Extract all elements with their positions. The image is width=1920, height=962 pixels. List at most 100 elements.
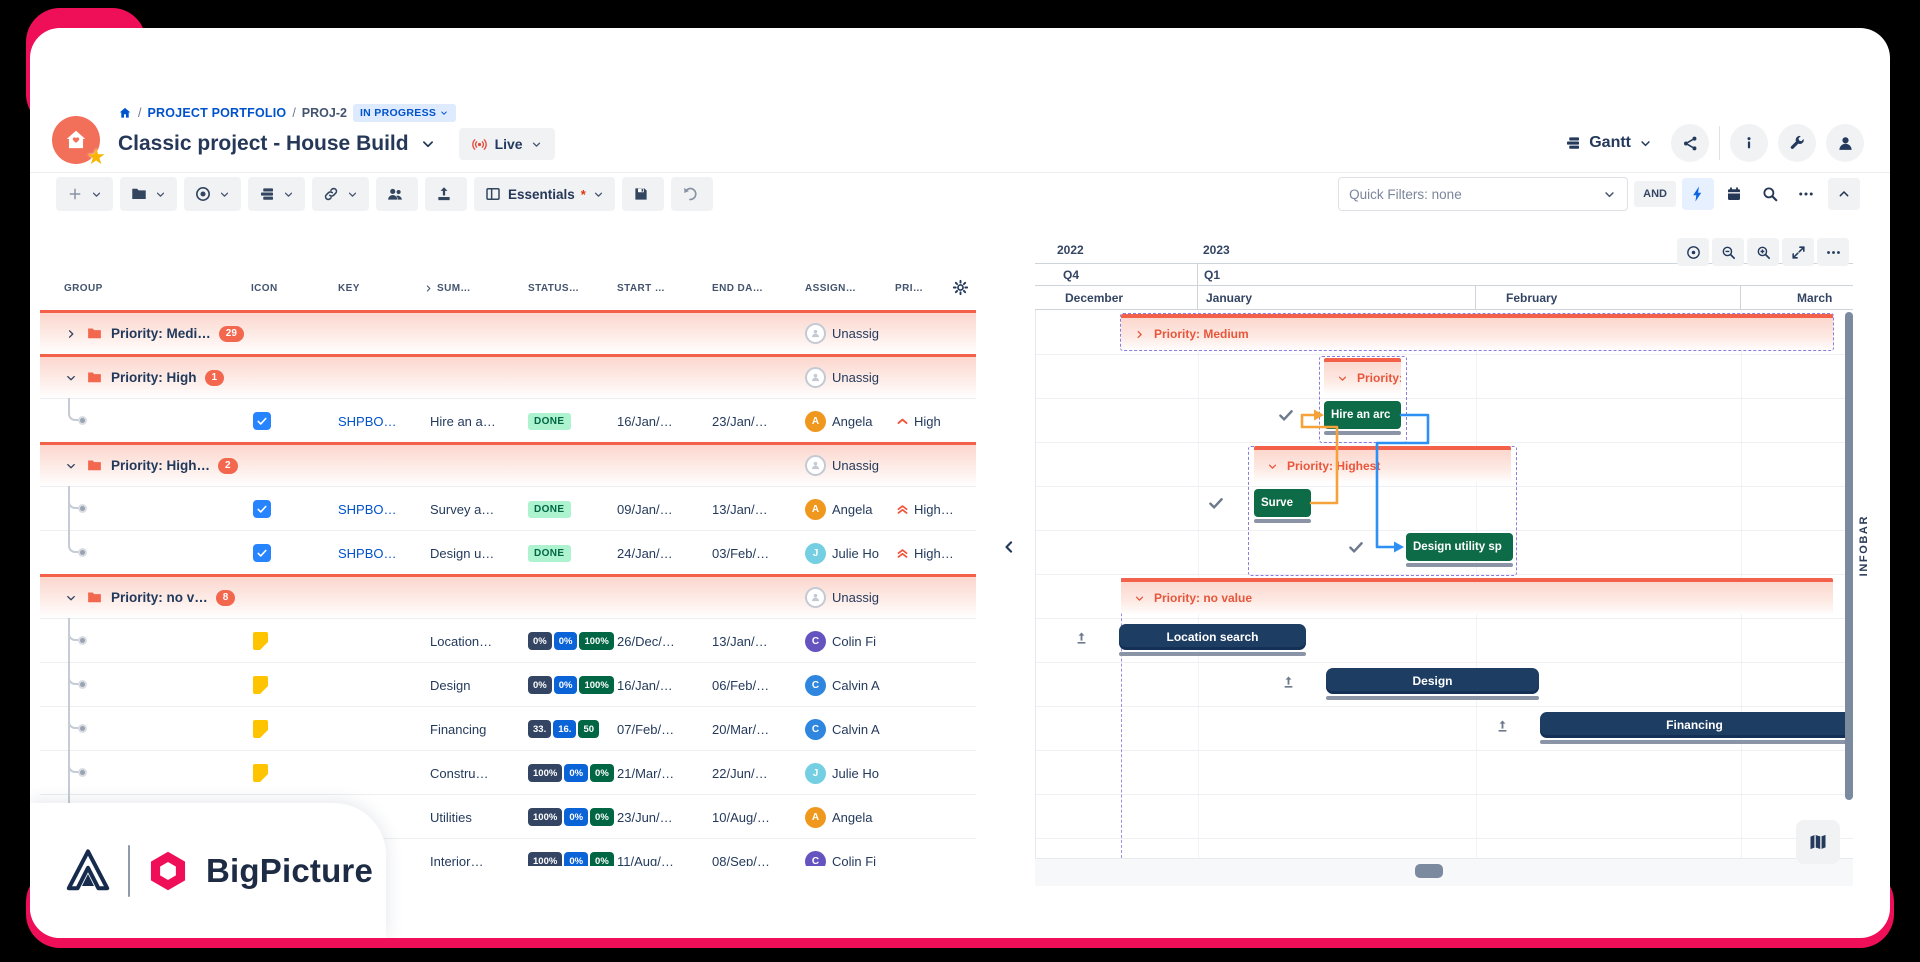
toolbar-dependencies-button[interactable] — [312, 177, 369, 211]
gantt-task-bar[interactable]: Design utility sp — [1406, 533, 1513, 561]
table-group-row[interactable]: Priority: High… 2 Unassig — [40, 442, 976, 486]
table-group-row[interactable]: Priority: High 1 Unassig — [40, 354, 976, 398]
end-date-cell[interactable]: 06/Feb/… — [712, 677, 770, 693]
toolbar-add-button[interactable] — [56, 177, 113, 211]
project-avatar[interactable]: ★ — [52, 116, 106, 169]
table-header-group[interactable]: GROUP — [64, 283, 103, 294]
gantt-group-bar[interactable]: Priority: Highest — [1254, 446, 1511, 482]
toolbar-undo-button[interactable] — [670, 177, 713, 211]
table-group-row[interactable]: Priority: no v… 8 Unassig — [40, 574, 976, 618]
table-header-status[interactable]: STATUS… — [528, 283, 580, 294]
table-header-icon[interactable]: ICON — [251, 283, 278, 294]
issue-key-link[interactable]: SHPBO… — [338, 501, 397, 517]
panel-collapse-button[interactable] — [996, 534, 1022, 560]
gantt-body[interactable]: Priority: Medium Priority: Hire an arc Prio… — [1035, 310, 1853, 858]
table-task-row[interactable]: Location… 0% 0% 100% 26/Dec/… 13/Jan/… C Colin … — [40, 618, 976, 663]
table-group-row[interactable]: Priority: Medi… 29 Unassig — [40, 310, 976, 354]
breadcrumb-item[interactable]: PROJ-2 — [301, 106, 347, 120]
favorite-star-icon[interactable]: ★ — [86, 144, 106, 169]
start-date-cell[interactable]: 09/Jan/… — [617, 501, 673, 517]
summary-cell[interactable]: Financing — [430, 721, 487, 737]
infobar-tab[interactable]: INFOBAR — [1858, 515, 1870, 577]
toolbar-visibility-button[interactable] — [184, 177, 241, 211]
settings-wrench-button[interactable] — [1778, 124, 1816, 162]
start-date-cell[interactable]: 23/Jun/… — [617, 809, 673, 825]
toolbar-export-button[interactable] — [425, 177, 467, 211]
table-settings-gear-button[interactable] — [952, 279, 969, 296]
end-date-cell[interactable]: 23/Jan/… — [712, 413, 768, 429]
end-date-cell[interactable]: 13/Jan/… — [712, 633, 768, 649]
toolbar-open-button[interactable] — [120, 177, 177, 211]
chevron-down-icon[interactable] — [64, 591, 78, 605]
start-date-cell[interactable]: 21/Mar/… — [617, 765, 675, 781]
profile-button[interactable] — [1826, 124, 1864, 162]
status-badge[interactable]: IN PROGRESS — [352, 104, 457, 122]
gantt-group-bar[interactable]: Priority: — [1324, 358, 1401, 394]
end-date-cell[interactable]: 22/Jun/… — [712, 765, 768, 781]
end-date-cell[interactable]: 10/Aug/… — [712, 809, 770, 825]
issue-key-link[interactable]: SHPBO… — [338, 545, 397, 561]
export-arrow-icon[interactable] — [1280, 674, 1297, 691]
title-chevron-down-icon[interactable] — [419, 135, 437, 153]
share-button[interactable] — [1671, 124, 1709, 162]
summary-cell[interactable]: Design — [430, 677, 471, 693]
end-date-cell[interactable]: 13/Jan/… — [712, 501, 768, 517]
table-header-start[interactable]: START … — [617, 283, 666, 294]
gantt-task-bar[interactable]: Location search — [1119, 624, 1306, 650]
vertical-scrollbar-thumb[interactable] — [1845, 312, 1853, 800]
start-date-cell[interactable]: 16/Jan/… — [617, 413, 673, 429]
end-date-cell[interactable]: 03/Feb/… — [712, 545, 770, 561]
gantt-focus-today-button[interactable] — [1677, 238, 1709, 266]
toolbar-save-button[interactable] — [621, 177, 664, 211]
home-icon[interactable] — [118, 106, 132, 120]
table-task-row[interactable]: Design 0% 0% 100% 16/Jan/… 06/Feb/… C Calvin A — [40, 662, 976, 707]
gantt-task-bar[interactable]: Hire an arc — [1324, 401, 1401, 429]
and-operator-chip[interactable]: AND — [1634, 181, 1676, 207]
end-date-cell[interactable]: 08/Sep/… — [712, 853, 770, 867]
toolbar-more-button[interactable] — [1790, 178, 1822, 210]
chevron-down-icon[interactable] — [64, 371, 78, 385]
breadcrumb-portfolio-link[interactable]: PROJECT PORTFOLIO — [147, 106, 287, 120]
live-button[interactable]: Live — [458, 128, 555, 160]
chevron-down-icon[interactable] — [64, 459, 78, 473]
gantt-zoom-out-button[interactable] — [1712, 238, 1744, 266]
table-header-end[interactable]: END DA… — [712, 283, 764, 294]
chevron-right-icon[interactable] — [64, 327, 78, 341]
toolbar-resources-button[interactable] — [376, 177, 418, 211]
gantt-group-bar[interactable]: Priority: Medium — [1120, 313, 1834, 351]
horizontal-scrollbar-thumb[interactable] — [1415, 864, 1443, 878]
table-task-row[interactable]: Financing 33. 16. 50 07/Feb/… 20/Mar/… C Calvin… — [40, 706, 976, 751]
summary-cell[interactable]: Constru… — [430, 765, 489, 781]
table-task-row[interactable]: SHPBO… Hire an a… DONE 16/Jan/… 23/Jan/… A Ang… — [40, 398, 976, 442]
info-button[interactable] — [1730, 124, 1768, 162]
gantt-fullscreen-button[interactable] — [1782, 238, 1814, 266]
summary-cell[interactable]: Hire an a… — [430, 413, 496, 429]
summary-cell[interactable]: Location… — [430, 633, 493, 649]
toolbar-structure-button[interactable] — [248, 177, 305, 211]
toolbar-highlight-button[interactable] — [1682, 178, 1714, 210]
toolbar-search-button[interactable] — [1754, 178, 1786, 210]
gantt-group-bar[interactable]: Priority: no value — [1121, 578, 1833, 614]
table-header-assign[interactable]: ASSIGN… — [805, 283, 857, 294]
start-date-cell[interactable]: 07/Feb/… — [617, 721, 675, 737]
table-task-row[interactable]: SHPBO… Design u… DONE 24/Jan/… 03/Feb/… J Juli… — [40, 530, 976, 574]
collapse-toolbar-button[interactable] — [1828, 178, 1860, 210]
gantt-task-bar[interactable]: Surve — [1254, 489, 1311, 517]
gantt-more-gantt-button[interactable] — [1817, 238, 1849, 266]
start-date-cell[interactable]: 24/Jan/… — [617, 545, 673, 561]
table-header-pri[interactable]: PRI… — [895, 283, 924, 294]
gantt-task-bar[interactable]: Design — [1326, 668, 1539, 694]
table-header-key[interactable]: KEY — [338, 283, 360, 294]
table-task-row[interactable]: Constru… 100% 0% 0% 21/Mar/… 22/Jun/… J Julie H… — [40, 750, 976, 795]
summary-cell[interactable]: Interior… — [430, 853, 484, 867]
issue-key-link[interactable]: SHPBO… — [338, 413, 397, 429]
view-selector[interactable]: Gantt — [1564, 134, 1653, 152]
minimap-button[interactable] — [1796, 820, 1840, 864]
table-header-sum[interactable]: SUM… — [423, 283, 471, 294]
end-date-cell[interactable]: 20/Mar/… — [712, 721, 770, 737]
toolbar-calendar-button[interactable] — [1718, 178, 1750, 210]
start-date-cell[interactable]: 11/Aug/… — [617, 853, 674, 867]
start-date-cell[interactable]: 26/Dec/… — [617, 633, 675, 649]
summary-cell[interactable]: Utilities — [430, 809, 472, 825]
table-task-row[interactable]: SHPBO… Survey a… DONE 09/Jan/… 13/Jan/… A Ange… — [40, 486, 976, 531]
